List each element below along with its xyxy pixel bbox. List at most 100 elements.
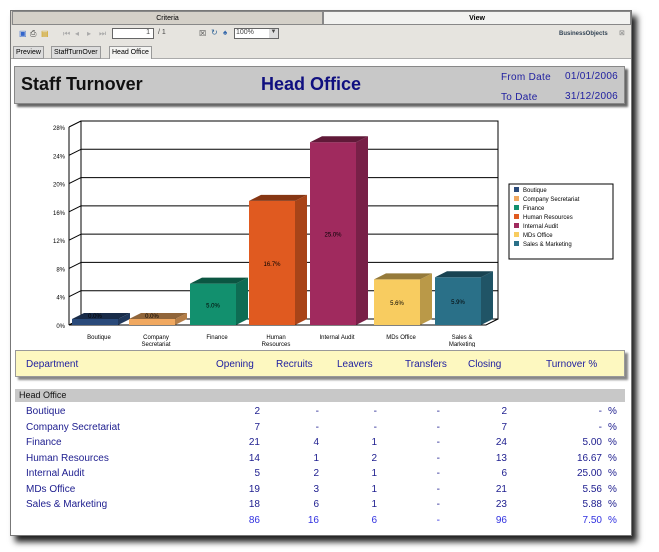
- legend-swatch: [514, 187, 519, 192]
- bar-side: [236, 277, 248, 325]
- table-row: Finance 21 4 1 - 24 5.00%: [11, 437, 631, 452]
- col-recruits: Recruits: [276, 359, 313, 370]
- y-tick-label: 24%: [53, 154, 66, 160]
- col-closing: Closing: [468, 359, 502, 370]
- first-page-icon[interactable]: ⏮: [63, 29, 71, 38]
- stop-icon[interactable]: ☒: [199, 29, 207, 38]
- top-tabs: Criteria View: [11, 11, 631, 25]
- group-tree-icon[interactable]: ▤: [41, 29, 49, 38]
- x-tick-label: Finance: [206, 335, 228, 341]
- search-icon[interactable]: ♠: [223, 28, 228, 37]
- cell-closing: 23: [495, 499, 507, 510]
- table-row: Boutique 2 - - - 2 -%: [11, 406, 631, 421]
- legend-swatch: [514, 196, 519, 201]
- cell-opening: 2: [254, 406, 260, 417]
- cell-closing: 13: [495, 452, 507, 464]
- cell-recruits: 4: [313, 437, 319, 448]
- report-header: Staff Turnover Head Office From Date 01/…: [14, 66, 625, 104]
- last-page-icon[interactable]: ⏭: [99, 29, 107, 38]
- cell-turnover: 5.00: [582, 437, 602, 448]
- data-label: 0.0%: [145, 314, 159, 320]
- legend-entry: Internal Audit: [523, 224, 558, 230]
- cell-department: Internal Audit: [26, 468, 85, 479]
- refresh-icon[interactable]: ↻: [211, 28, 218, 37]
- turnover-chart: 0% 4% 8% 12% 16% 20% 24% 28% 0.0% Boutique 0.0% Com…: [53, 120, 614, 347]
- bar-top: [435, 271, 493, 278]
- cell-percent-sign: %: [608, 514, 617, 526]
- y-tick-label: 4%: [56, 296, 65, 302]
- cell-percent-sign: %: [608, 406, 617, 417]
- cell-leavers: 1: [371, 437, 377, 448]
- export-icon[interactable]: ▣: [19, 29, 27, 38]
- to-date-value: 31/12/2006: [565, 91, 619, 102]
- data-label: 0.0%: [88, 314, 102, 320]
- next-page-icon[interactable]: ▸: [87, 29, 92, 38]
- cell-transfers: -: [436, 452, 440, 464]
- cell-leavers: 1: [371, 499, 377, 510]
- y-tick-label: 12%: [53, 239, 66, 245]
- legend-swatch: [514, 214, 519, 219]
- x-tick-label: Internal Audit: [319, 335, 354, 341]
- col-leavers: Leavers: [337, 359, 373, 370]
- bar-front: [435, 277, 481, 325]
- close-icon[interactable]: ⊠: [619, 30, 625, 37]
- bar-top: [190, 277, 248, 284]
- cell-closing: 96: [495, 514, 507, 526]
- zoom-value: 100%: [236, 29, 254, 36]
- tab-view[interactable]: View: [323, 11, 631, 25]
- y-tick-label: 16%: [53, 211, 66, 217]
- cell-opening: 21: [248, 437, 260, 448]
- page-input[interactable]: 1: [112, 28, 154, 39]
- tab-criteria[interactable]: Criteria: [12, 11, 323, 25]
- prev-page-icon[interactable]: ◂: [75, 29, 80, 38]
- cell-recruits: 16: [307, 514, 319, 526]
- cell-leavers: 1: [371, 483, 377, 495]
- table-row: Internal Audit 5 2 1 - 6 25.00%: [11, 468, 631, 483]
- cell-opening: 18: [248, 499, 260, 510]
- cell-opening: 19: [248, 483, 260, 495]
- report-window: Criteria View ▣ ⎙ ▤ ⏮ ◂ ▸ ⏭ 1 / 1 ☒ ↻ ♠ …: [10, 10, 632, 536]
- subtab-staffturnover[interactable]: StaffTurnOver: [51, 46, 101, 59]
- bar-front: [129, 319, 175, 325]
- legend-swatch: [514, 241, 519, 246]
- cell-department: Sales & Marketing: [26, 499, 108, 510]
- cell-leavers: 2: [371, 452, 377, 464]
- gridline-depth: [68, 148, 82, 156]
- chevron-down-icon: ▼: [269, 29, 278, 38]
- cell-closing: 24: [495, 437, 507, 448]
- cell-percent-sign: %: [608, 499, 617, 510]
- cell-leavers: -: [373, 421, 377, 433]
- bar-front: [72, 319, 118, 325]
- from-date-label: From Date: [501, 72, 551, 83]
- print-icon[interactable]: ⎙: [30, 29, 37, 38]
- y-tick-label: 20%: [53, 183, 66, 189]
- bar-front: [249, 200, 295, 325]
- legend-entry: Boutique: [523, 188, 547, 194]
- cell-turnover: 5.88: [582, 499, 602, 510]
- cell-turnover: -: [598, 421, 602, 433]
- data-label: 5.6%: [390, 301, 404, 307]
- cell-turnover: 25.00: [576, 468, 602, 479]
- bar-top: [129, 313, 187, 319]
- table-row: Human Resources 14 1 2 - 13 16.67%: [11, 453, 631, 468]
- subtab-head-office[interactable]: Head Office: [109, 46, 152, 59]
- bar-top: [72, 313, 130, 319]
- zoom-select[interactable]: 100% ▼: [234, 28, 279, 39]
- bar-side: [118, 313, 130, 325]
- cell-turnover: -: [598, 406, 602, 417]
- cell-percent-sign: %: [608, 483, 617, 495]
- page-total: / 1: [158, 29, 166, 36]
- cell-department: MDs Office: [26, 483, 76, 495]
- subtab-preview[interactable]: Preview: [13, 46, 44, 59]
- gridline-depth: [68, 290, 82, 298]
- col-department: Department: [26, 359, 79, 370]
- bar-side: [175, 313, 187, 325]
- bar-front: [310, 142, 356, 325]
- cell-recruits: 3: [313, 483, 319, 495]
- cell-turnover: 16.67: [576, 452, 602, 464]
- col-opening: Opening: [216, 359, 254, 370]
- office-title: Head Office: [261, 74, 362, 94]
- cell-leavers: 6: [371, 514, 377, 526]
- bar-top: [249, 194, 307, 201]
- table-header: Department Opening Recruits Leavers Tran…: [15, 350, 625, 377]
